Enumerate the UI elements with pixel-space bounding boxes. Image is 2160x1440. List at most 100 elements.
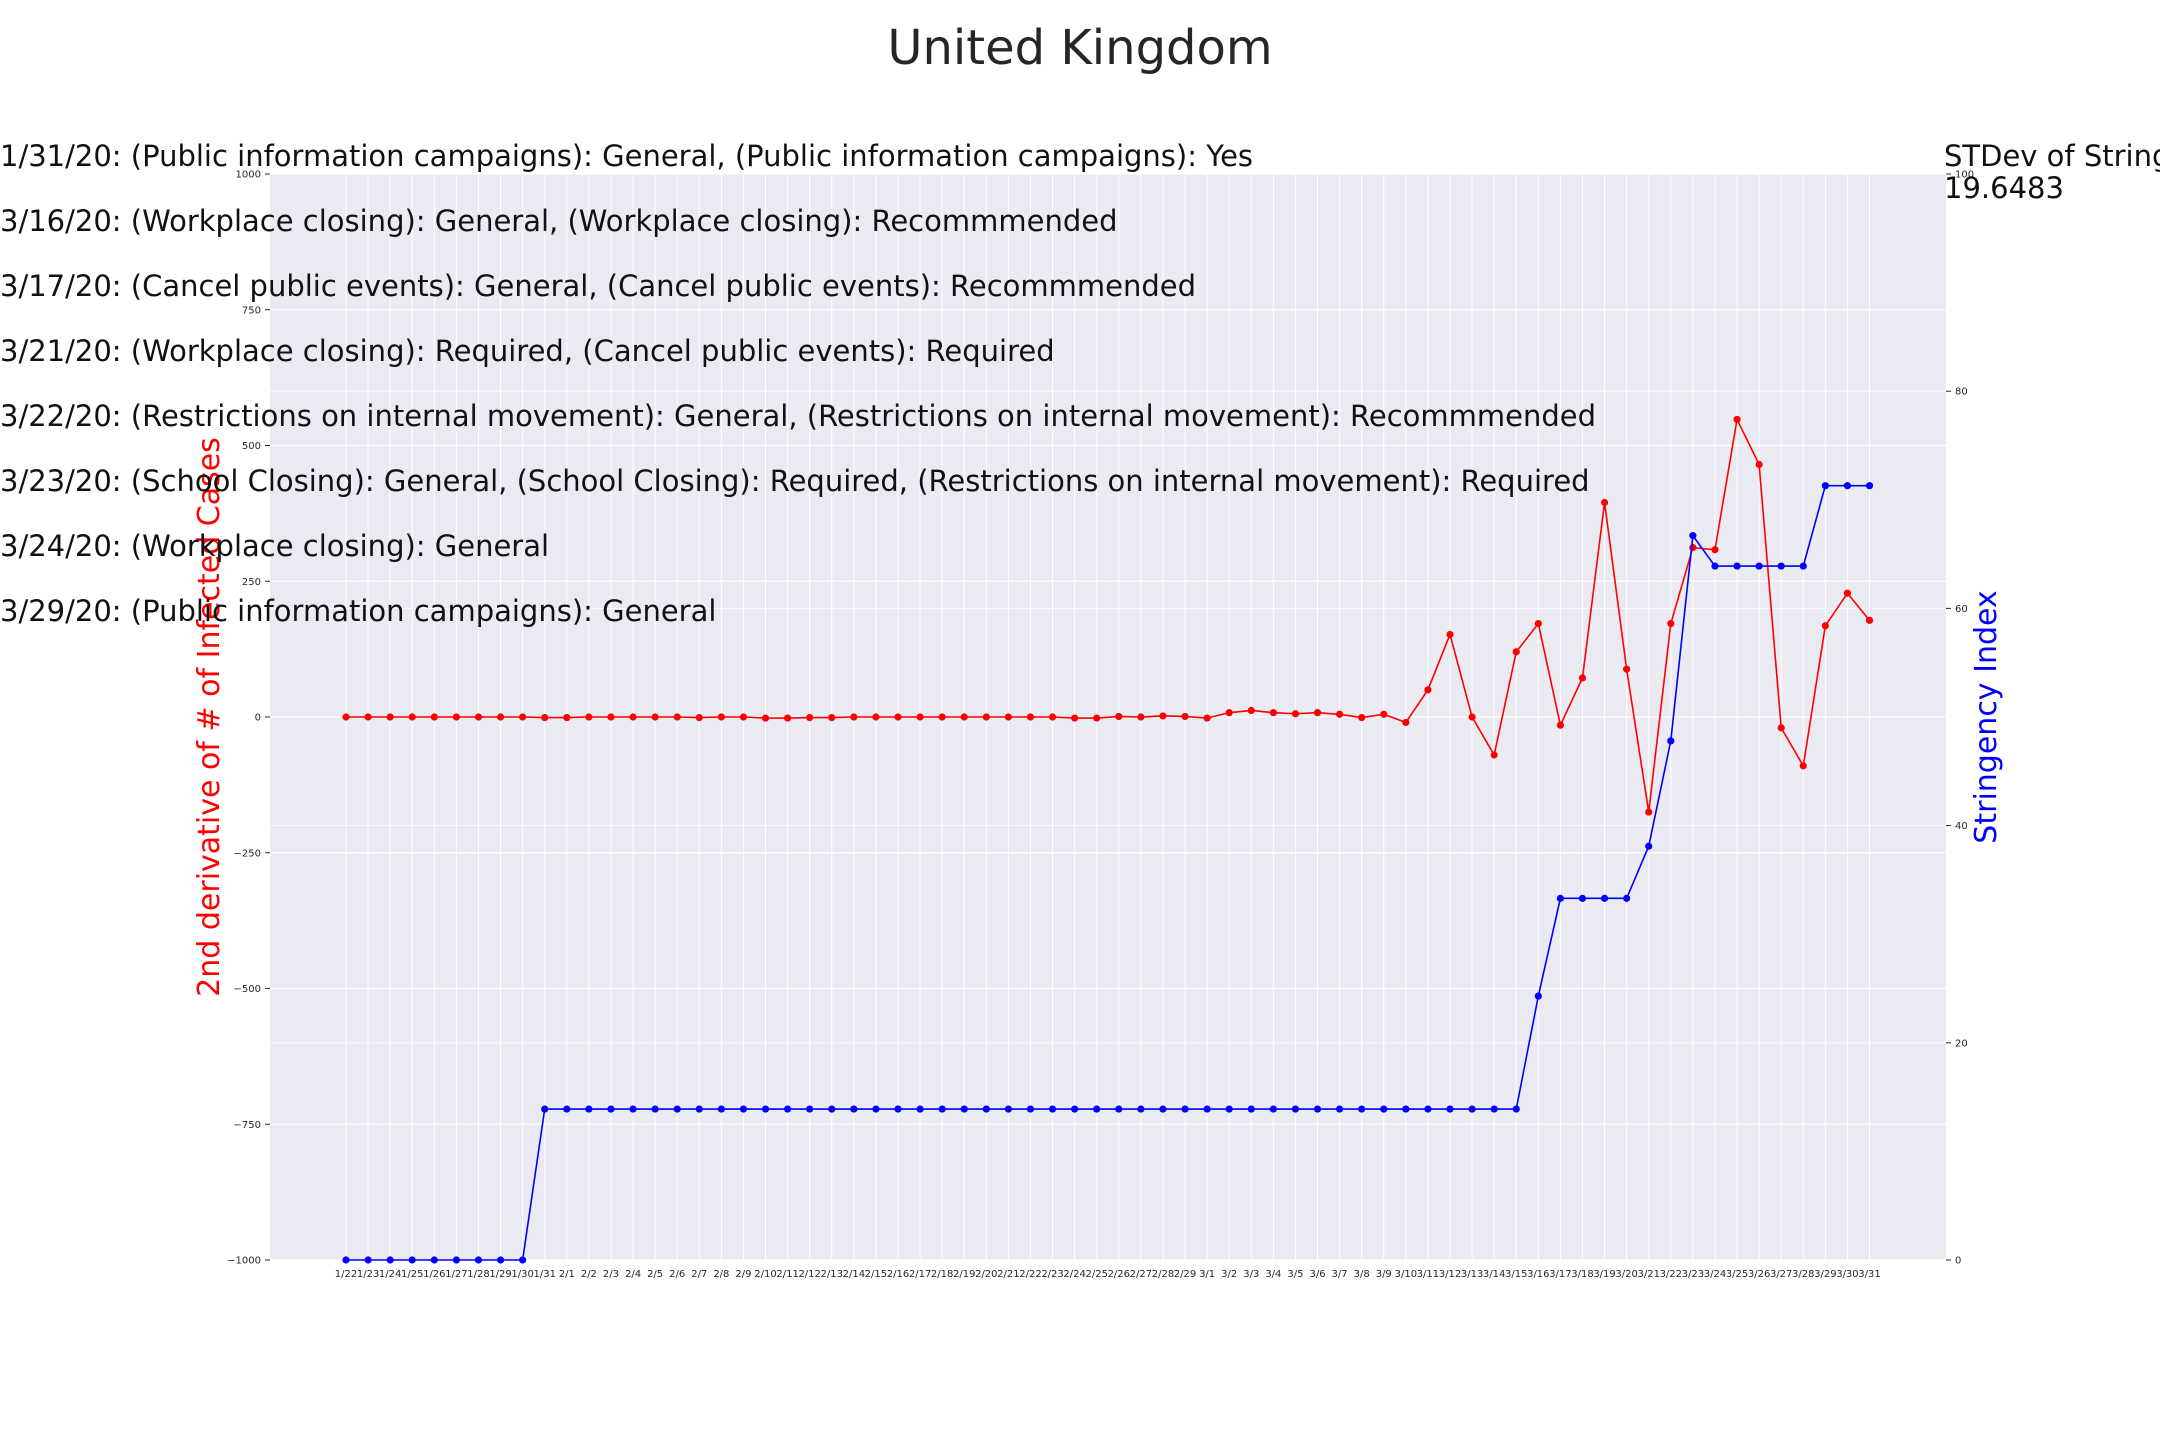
data-point-right bbox=[629, 1105, 637, 1113]
data-point-left bbox=[1313, 709, 1322, 717]
data-point-left bbox=[1093, 714, 1101, 722]
data-point-right bbox=[761, 1105, 770, 1113]
data-point-right bbox=[872, 1105, 880, 1113]
data-point-right bbox=[1755, 562, 1763, 570]
annotation-text: 3/22/20: (Restrictions on internal movem… bbox=[0, 399, 1596, 433]
x-tick-label: 3/27 bbox=[1770, 1269, 1792, 1280]
x-tick-label: 2/11 bbox=[776, 1269, 798, 1280]
data-point-right bbox=[541, 1105, 549, 1113]
y-tick-left: −500 bbox=[234, 984, 261, 995]
data-point-right bbox=[364, 1256, 372, 1264]
x-tick-label: 3/28 bbox=[1792, 1269, 1814, 1280]
y-tick-right: 100 bbox=[1955, 170, 1974, 181]
x-tick-label: 2/1 bbox=[559, 1269, 575, 1280]
y-tick-left: 250 bbox=[242, 577, 261, 588]
x-tick-label: 3/23 bbox=[1682, 1269, 1704, 1280]
data-point-left bbox=[1689, 543, 1697, 552]
x-tick-label: 3/13 bbox=[1461, 1269, 1483, 1280]
x-tick-label: 3/14 bbox=[1483, 1269, 1505, 1280]
data-point-right bbox=[1203, 1105, 1211, 1113]
x-tick-label: 3/22 bbox=[1660, 1269, 1682, 1280]
data-point-left bbox=[1556, 721, 1564, 729]
data-point-left bbox=[1755, 460, 1763, 469]
x-tick-label: 3/25 bbox=[1726, 1269, 1748, 1280]
data-point-left bbox=[1336, 710, 1344, 718]
x-tick-label: 3/26 bbox=[1748, 1269, 1770, 1280]
data-point-right bbox=[430, 1256, 438, 1264]
x-tick-label: 2/24 bbox=[1063, 1269, 1085, 1280]
x-tick-label: 2/14 bbox=[843, 1269, 865, 1280]
data-point-right bbox=[1093, 1105, 1101, 1113]
data-point-left bbox=[563, 713, 571, 722]
x-tick-label: 2/6 bbox=[669, 1269, 685, 1280]
x-tick-label: 3/3 bbox=[1243, 1269, 1259, 1280]
data-point-right bbox=[828, 1105, 836, 1113]
x-tick-label: 2/23 bbox=[1041, 1269, 1063, 1280]
data-point-left bbox=[585, 713, 593, 721]
y-tick-left: 1000 bbox=[236, 170, 261, 181]
data-point-left bbox=[1181, 712, 1189, 721]
annotation-text: 1/31/20: (Public information campaigns):… bbox=[0, 139, 1253, 173]
data-point-right bbox=[1269, 1105, 1277, 1113]
data-point-right bbox=[916, 1105, 924, 1113]
data-point-left bbox=[1534, 620, 1542, 628]
data-point-right bbox=[563, 1105, 571, 1113]
x-tick-label: 3/16 bbox=[1527, 1269, 1549, 1280]
data-point-right bbox=[607, 1105, 615, 1113]
data-point-left bbox=[1225, 709, 1233, 717]
data-point-left bbox=[364, 713, 372, 721]
data-point-left bbox=[1137, 713, 1145, 721]
data-point-left bbox=[1424, 686, 1432, 694]
data-point-left bbox=[1004, 713, 1013, 721]
data-point-left bbox=[784, 714, 792, 722]
x-tick-label: 3/17 bbox=[1549, 1269, 1571, 1280]
data-point-right bbox=[651, 1105, 659, 1113]
data-point-left bbox=[1026, 713, 1035, 721]
data-point-left bbox=[519, 713, 527, 721]
data-point-left bbox=[408, 713, 416, 721]
x-tick-label: 2/7 bbox=[691, 1269, 707, 1280]
data-point-right bbox=[1313, 1105, 1322, 1113]
data-point-right bbox=[960, 1105, 968, 1113]
data-point-left bbox=[1358, 713, 1366, 722]
x-tick-label: 3/12 bbox=[1439, 1269, 1461, 1280]
data-point-left bbox=[1380, 710, 1388, 718]
data-point-right bbox=[1534, 992, 1542, 1000]
data-point-left bbox=[651, 713, 659, 721]
data-point-right bbox=[1159, 1105, 1167, 1113]
data-point-right bbox=[1004, 1105, 1013, 1113]
x-tick-label: 2/28 bbox=[1152, 1269, 1174, 1280]
x-tick-label: 2/27 bbox=[1130, 1269, 1152, 1280]
annotation-text: 3/24/20: (Workplace closing): General bbox=[0, 529, 549, 563]
data-point-right bbox=[1733, 562, 1741, 570]
y-tick-left: 500 bbox=[242, 441, 261, 452]
data-point-right bbox=[1026, 1105, 1035, 1113]
data-point-left bbox=[1446, 630, 1454, 639]
data-point-left bbox=[1733, 415, 1741, 424]
annotation-text: 3/17/20: (Cancel public events): General… bbox=[0, 269, 1196, 303]
y-axis-label-left: 2nd derivative of # of Infected Cases bbox=[192, 437, 227, 997]
data-point-right bbox=[1490, 1105, 1498, 1113]
data-point-right bbox=[1225, 1105, 1233, 1113]
x-tick-label: 3/21 bbox=[1637, 1269, 1659, 1280]
data-point-right bbox=[673, 1105, 681, 1113]
data-point-right bbox=[1600, 894, 1609, 902]
data-point-right bbox=[1711, 562, 1719, 570]
data-point-left bbox=[1821, 622, 1829, 630]
data-point-left bbox=[452, 713, 460, 721]
data-point-right bbox=[452, 1256, 460, 1264]
x-tick-label: 3/11 bbox=[1417, 1269, 1439, 1280]
data-point-left bbox=[629, 713, 637, 721]
data-point-left bbox=[1269, 709, 1277, 717]
data-point-right bbox=[1291, 1105, 1300, 1113]
data-point-right bbox=[850, 1105, 858, 1113]
x-tick-label: 3/4 bbox=[1265, 1269, 1281, 1280]
data-point-right bbox=[1623, 894, 1631, 902]
y-axis-label-right: Stringency Index bbox=[1969, 590, 2004, 843]
x-tick-label: 2/4 bbox=[625, 1269, 641, 1280]
x-tick-label: 2/17 bbox=[909, 1269, 931, 1280]
x-tick-label: 3/24 bbox=[1704, 1269, 1726, 1280]
data-point-left bbox=[938, 713, 946, 721]
x-tick-label: 2/15 bbox=[865, 1269, 887, 1280]
data-point-right bbox=[1181, 1105, 1189, 1113]
